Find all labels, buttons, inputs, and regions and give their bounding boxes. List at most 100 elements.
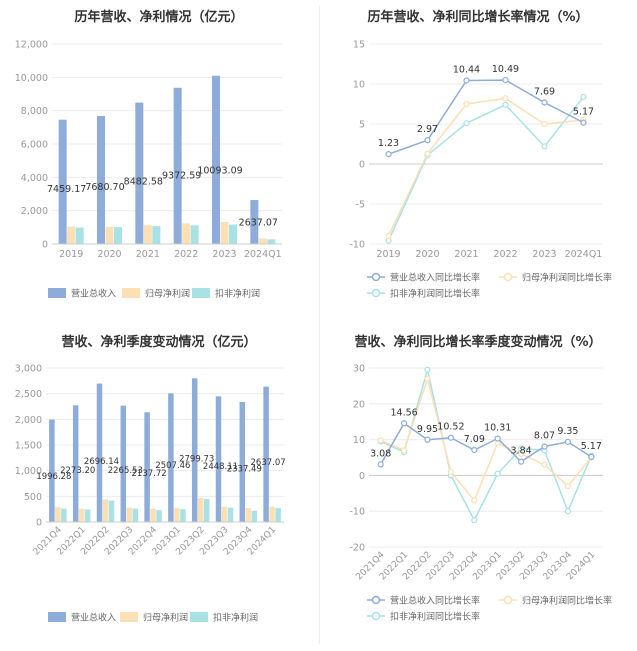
data-label: 2799.73	[179, 455, 214, 465]
bar	[144, 412, 150, 522]
legend-label: 扣非净利润同比增长率	[390, 288, 480, 300]
data-label: 9.35	[557, 426, 578, 437]
data-label: 2273.20	[60, 466, 95, 476]
chart-title: 历年营收、净利同比增长率情况（%）	[367, 10, 589, 25]
bar	[275, 508, 281, 522]
legend-swatch	[192, 288, 210, 298]
bar	[55, 507, 61, 522]
x-tick-label: 2020	[415, 249, 439, 260]
quarterly-bar-chart: 0 500 1,000 1,500 2,000 2,500 3,000 1996.282273…	[15, 364, 286, 624]
bar	[229, 224, 237, 244]
data-label: 1996.28	[36, 472, 71, 482]
x-tick-label: 2024Q1	[244, 249, 282, 260]
x-tick-label: 2019	[376, 249, 400, 260]
data-label: 10093.09	[197, 165, 242, 176]
y-tick-label: 3,000	[15, 364, 42, 375]
series-line	[380, 422, 592, 465]
y-tick-label: -10	[349, 507, 365, 518]
bar	[168, 393, 174, 522]
data-point	[447, 468, 454, 475]
data-point	[502, 76, 509, 84]
data-label: 2.97	[417, 124, 438, 135]
panel-quarterly-growth: 营收、净利同比增长率季度变动情况（%） -20 -10 0 10 20 30 3.08 14.…	[319, 325, 637, 650]
bar	[182, 223, 191, 244]
x-tick-label: 2020	[97, 249, 121, 260]
data-point	[502, 101, 509, 108]
data-label: 5.17	[581, 441, 602, 452]
data-label: 8482.58	[124, 177, 163, 188]
data-point	[463, 120, 470, 127]
data-point	[424, 375, 431, 382]
y-tick-label: 5	[359, 120, 365, 131]
data-label: 9372.59	[162, 170, 201, 181]
y-tick-label: 0	[36, 518, 42, 529]
data-point	[564, 483, 571, 490]
series-line	[387, 97, 584, 237]
y-tick-label: -20	[349, 543, 365, 554]
y-tick-label: 1,000	[15, 466, 42, 477]
data-label: 2637.07	[239, 218, 278, 229]
data-point	[400, 447, 408, 454]
data-point	[541, 143, 548, 150]
y-tick-label: 0	[359, 160, 365, 171]
bar	[75, 227, 84, 244]
data-label: 7459.17	[47, 184, 86, 195]
legend-marker	[503, 272, 513, 282]
y-tick-label: 10	[353, 435, 365, 446]
data-label: 9.95	[417, 424, 438, 435]
data-point	[502, 95, 509, 102]
legend-label: 扣非净利润	[215, 288, 260, 300]
x-tick-label: 2019	[59, 249, 83, 260]
y-tick-label: 30	[353, 364, 365, 375]
chart-title: 营收、净利季度变动情况（亿元）	[61, 335, 257, 350]
bar	[251, 510, 258, 522]
legend-label: 归母净利润	[143, 612, 188, 624]
data-point	[541, 461, 548, 468]
data-label: 5.17	[573, 107, 594, 118]
data-point	[424, 366, 431, 373]
bar	[58, 119, 67, 244]
bar	[108, 500, 115, 522]
data-point	[385, 232, 392, 240]
legend-marker	[371, 272, 381, 282]
bar	[190, 225, 199, 244]
y-tick-label: 10	[353, 80, 365, 91]
data-point	[588, 453, 595, 460]
panel-divider	[319, 6, 320, 644]
y-tick-label: 500	[24, 492, 42, 503]
legend-marker	[371, 288, 381, 298]
y-tick-label: 0	[359, 471, 365, 482]
bar	[49, 419, 55, 522]
data-point	[580, 119, 587, 126]
bar	[173, 87, 182, 245]
data-point	[463, 100, 470, 108]
legend-label: 营业总收入	[71, 288, 116, 300]
data-label: 3.84	[511, 446, 532, 457]
annual-growth-line-chart: -10 -5 0 5 10 15 1.23 2.97 10.44 10.49 7.69 5.17 201…	[349, 40, 612, 300]
bar	[250, 200, 259, 244]
data-point	[471, 517, 478, 524]
bar	[102, 499, 109, 522]
bar	[258, 238, 267, 244]
data-point	[564, 508, 571, 515]
data-point	[518, 458, 525, 465]
bar	[96, 383, 103, 522]
y-tick-label: 0	[42, 240, 48, 251]
bar	[245, 508, 252, 522]
bar	[197, 497, 204, 522]
legend-swatch	[190, 612, 208, 622]
data-label: 3.08	[370, 448, 391, 459]
series-line	[388, 79, 584, 155]
data-point	[463, 77, 470, 84]
legend-swatch	[48, 288, 66, 298]
legend-label: 扣非净利润同比增长率	[390, 611, 480, 623]
legend-label: 归母净利润同比增长率	[522, 595, 612, 607]
annual-bar-chart: 0 2,000 4,000 6,000 8,000 10,000 12,000 7459.17…	[15, 40, 282, 300]
data-label: 2637.07	[251, 458, 286, 468]
bar	[126, 507, 133, 522]
bar	[212, 75, 220, 244]
y-tick-label: 12,000	[15, 40, 48, 51]
bar	[221, 506, 228, 522]
legend-label: 扣非净利润	[213, 612, 258, 624]
y-tick-label: 6,000	[21, 140, 48, 151]
